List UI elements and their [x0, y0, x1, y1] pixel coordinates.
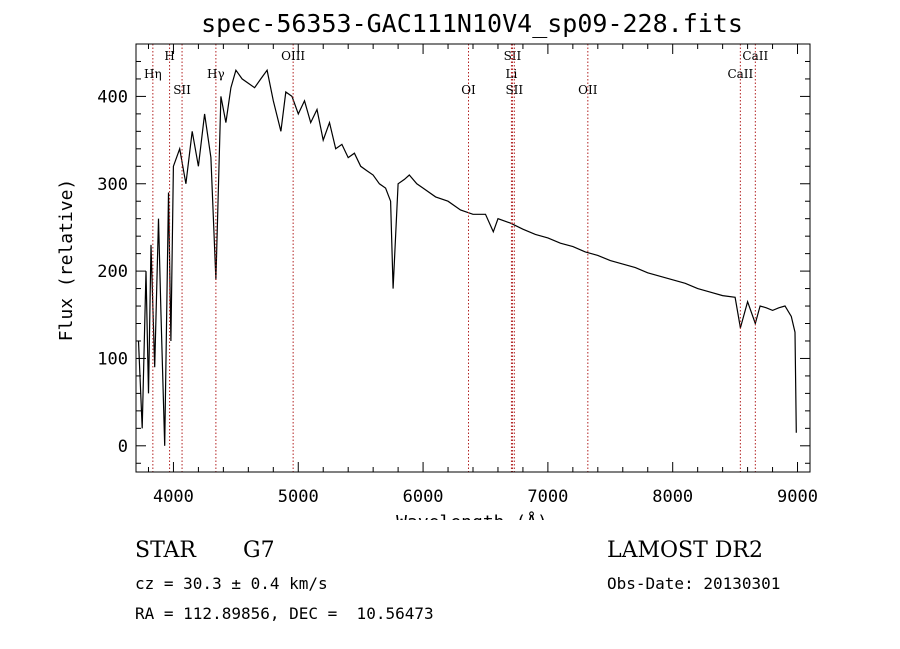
x-tick-label: 5000 [278, 487, 319, 507]
line-marker-label: Hη [144, 67, 162, 81]
line-marker-label: H [164, 49, 174, 63]
x-tick-label: 6000 [403, 487, 444, 507]
line-marker-label: CaII [727, 67, 753, 81]
x-tick-label: 8000 [652, 487, 693, 507]
chart-title: spec-56353-GAC111N10V4_sp09-228.fits [201, 9, 743, 38]
y-axis-label: Flux (relative) [56, 179, 77, 342]
survey-name: LAMOST DR2 [607, 538, 763, 563]
axes: 4000 5000 6000 7000 8000 9000 0 100 200 300 400 [97, 43, 818, 507]
object-class: STAR [135, 538, 196, 563]
y-tick-label: 400 [97, 87, 128, 107]
line-marker-label: OI [461, 83, 476, 97]
coordinates: RA = 112.89856, DEC = 10.56473 [135, 604, 434, 623]
plot-frame [135, 43, 811, 473]
line-marker-label: SII [504, 49, 522, 63]
obs-date: Obs-Date: 20130301 [607, 574, 781, 593]
line-marker-label: CaII [742, 49, 768, 63]
x-tick-label: 9000 [777, 487, 818, 507]
y-tick-label: 300 [97, 175, 128, 195]
line-marker-label: SII [173, 83, 191, 97]
redshift: cz = 30.3 ± 0.4 km/s [135, 574, 328, 593]
line-marker-label: Hγ [207, 67, 225, 81]
y-tick-label: 0 [118, 437, 128, 457]
line-marker-label: OII [578, 83, 598, 97]
line-marker-label: SII [505, 83, 523, 97]
plot-area [137, 68, 797, 446]
x-axis-label: Wavelength (Å) [396, 511, 548, 520]
line-marker-label: OIII [281, 49, 305, 63]
line-marker-label: Li [506, 67, 518, 81]
spectrum-line [137, 68, 797, 446]
x-tick-label: 4000 [153, 487, 194, 507]
y-tick-label: 200 [97, 262, 128, 282]
spectral-line-markers: HηH SII Hγ OIII OI SII Li SII OII CaII CaII [144, 44, 768, 472]
x-tick-label: 7000 [527, 487, 568, 507]
y-tick-label: 100 [97, 349, 128, 369]
subclass: G7 [243, 538, 275, 563]
spectrum-chart: spec-56353-GAC111N10V4_sp09-228.fits HηH… [56, 9, 818, 520]
